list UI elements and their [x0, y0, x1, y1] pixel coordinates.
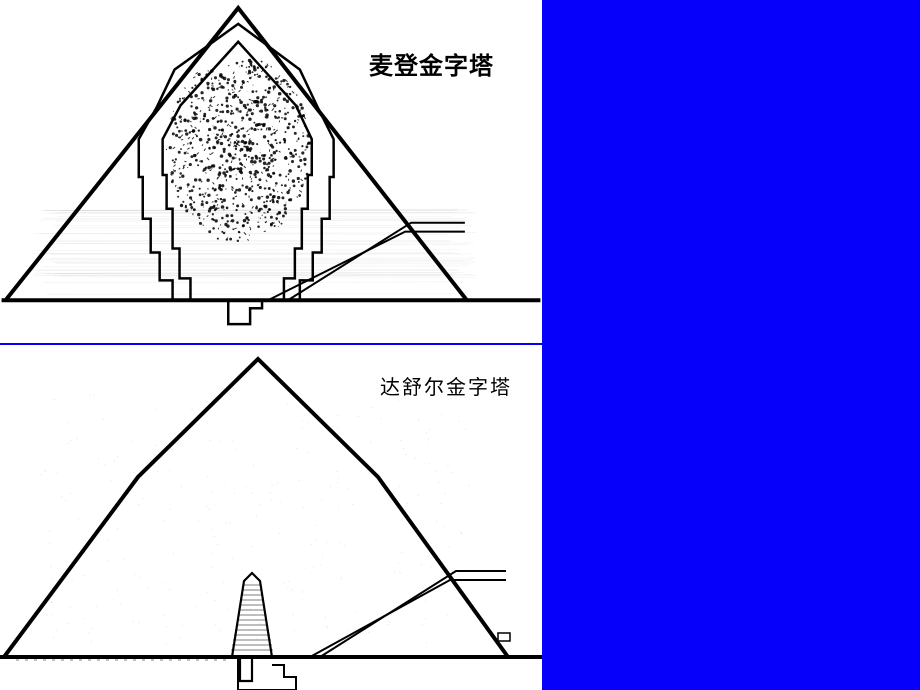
- blue-margin: [542, 0, 920, 690]
- diagram-column: 麦登金字塔 达舒尔金字塔: [0, 0, 542, 690]
- slide: 麦登金字塔 达舒尔金字塔: [0, 0, 920, 690]
- dahshur-label: 达舒尔金字塔: [380, 371, 512, 400]
- meidum-label: 麦登金字塔: [369, 46, 494, 81]
- meidum-pyramid-panel: 麦登金字塔: [0, 0, 542, 345]
- dahshur-pyramid-panel: 达舒尔金字塔: [0, 345, 542, 690]
